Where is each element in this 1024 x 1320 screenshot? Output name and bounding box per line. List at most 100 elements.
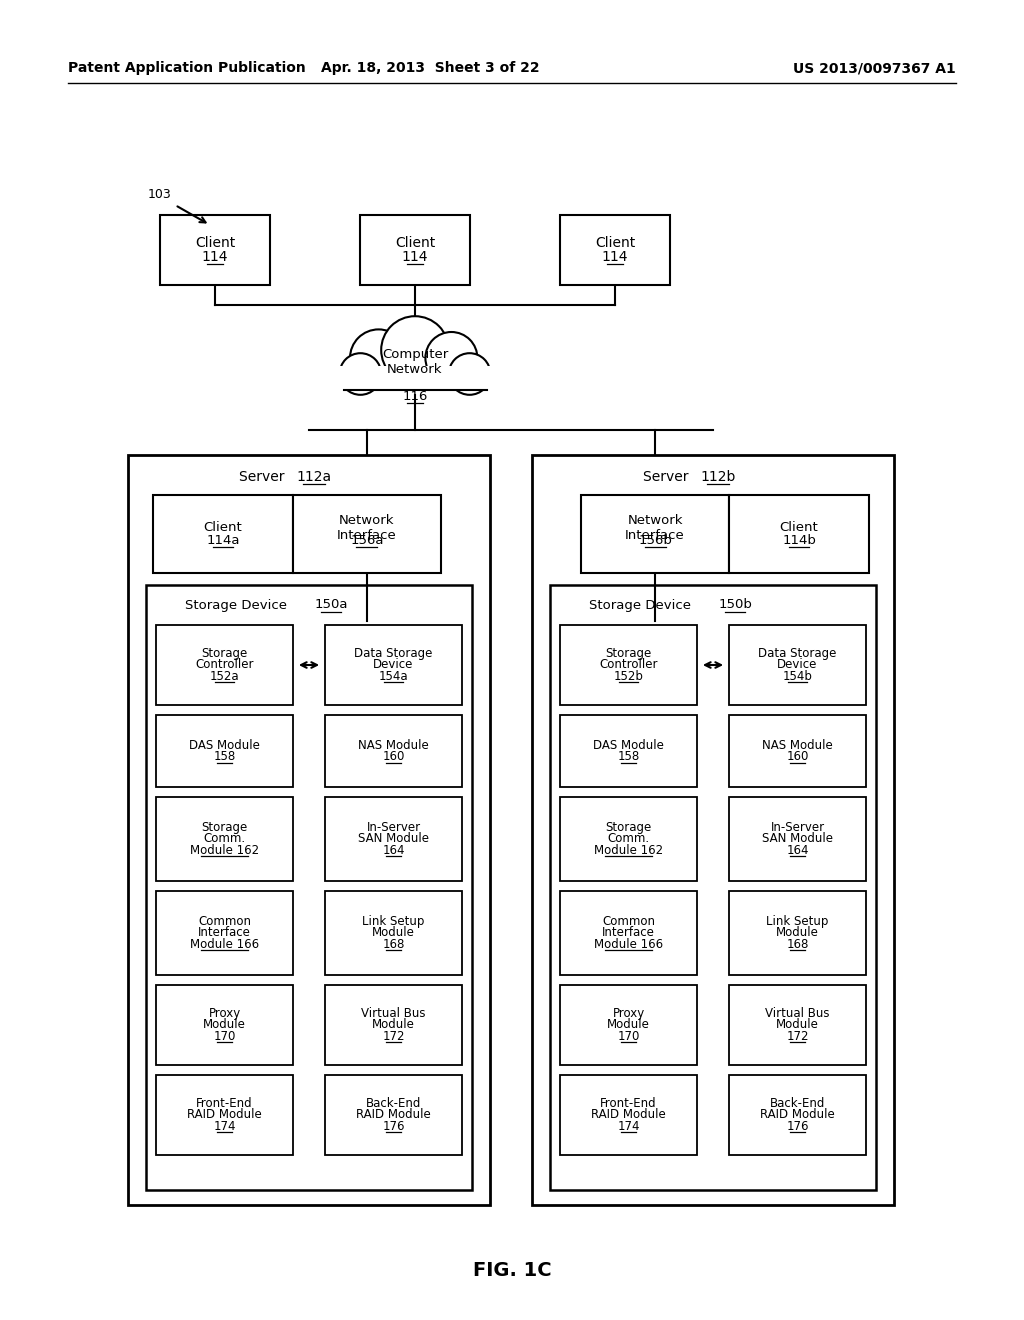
Bar bbox=[560, 1074, 697, 1155]
Bar bbox=[325, 1074, 462, 1155]
Bar bbox=[153, 495, 293, 573]
Bar bbox=[729, 495, 869, 573]
Text: 174: 174 bbox=[617, 1119, 640, 1133]
Bar bbox=[360, 215, 470, 285]
Text: FIG. 1C: FIG. 1C bbox=[473, 1261, 551, 1279]
Bar bbox=[325, 891, 462, 975]
Text: Link Setup: Link Setup bbox=[766, 915, 828, 928]
Text: Comm.: Comm. bbox=[607, 833, 649, 846]
Text: 174: 174 bbox=[213, 1119, 236, 1133]
Bar bbox=[560, 624, 697, 705]
Text: 164: 164 bbox=[382, 843, 404, 857]
Text: Common: Common bbox=[602, 915, 655, 928]
Text: Front-End: Front-End bbox=[197, 1097, 253, 1110]
Text: 164: 164 bbox=[786, 843, 809, 857]
Text: 158: 158 bbox=[213, 750, 236, 763]
Text: Proxy: Proxy bbox=[208, 1007, 241, 1020]
Text: Patent Application Publication: Patent Application Publication bbox=[68, 61, 306, 75]
Text: Device: Device bbox=[777, 659, 818, 672]
Text: Client: Client bbox=[779, 521, 818, 535]
Text: In-Server: In-Server bbox=[367, 821, 421, 834]
Text: 170: 170 bbox=[617, 1030, 640, 1043]
Text: Link Setup: Link Setup bbox=[362, 915, 425, 928]
Text: Module: Module bbox=[607, 1019, 650, 1031]
Bar bbox=[560, 715, 697, 787]
Text: 156b: 156b bbox=[638, 533, 672, 546]
Bar bbox=[560, 215, 670, 285]
Bar bbox=[156, 985, 293, 1065]
Text: Proxy: Proxy bbox=[612, 1007, 645, 1020]
Text: Back-End: Back-End bbox=[770, 1097, 825, 1110]
Bar bbox=[156, 715, 293, 787]
Text: 154a: 154a bbox=[379, 671, 409, 682]
Text: SAN Module: SAN Module bbox=[762, 833, 833, 846]
Text: 172: 172 bbox=[786, 1030, 809, 1043]
Text: 112a: 112a bbox=[296, 470, 332, 484]
Text: 176: 176 bbox=[382, 1119, 404, 1133]
Text: Server: Server bbox=[643, 470, 693, 484]
Text: 160: 160 bbox=[382, 750, 404, 763]
Bar bbox=[550, 585, 876, 1191]
Text: Client: Client bbox=[595, 236, 635, 251]
Text: 158: 158 bbox=[617, 750, 640, 763]
Text: Device: Device bbox=[374, 659, 414, 672]
Text: 112b: 112b bbox=[700, 470, 735, 484]
Text: Virtual Bus: Virtual Bus bbox=[765, 1007, 829, 1020]
Text: Storage: Storage bbox=[605, 821, 651, 834]
Bar bbox=[293, 495, 441, 573]
Bar bbox=[729, 715, 866, 787]
Text: 152a: 152a bbox=[210, 671, 240, 682]
Text: Front-End: Front-End bbox=[600, 1097, 656, 1110]
Circle shape bbox=[340, 354, 381, 395]
Text: US 2013/0097367 A1: US 2013/0097367 A1 bbox=[794, 61, 956, 75]
Text: NAS Module: NAS Module bbox=[762, 739, 833, 752]
Text: 114: 114 bbox=[401, 249, 428, 264]
Text: Controller: Controller bbox=[599, 659, 657, 672]
Text: Data Storage: Data Storage bbox=[759, 647, 837, 660]
Text: Client: Client bbox=[395, 236, 435, 251]
Text: DAS Module: DAS Module bbox=[593, 739, 664, 752]
Bar bbox=[581, 495, 729, 573]
Bar bbox=[325, 715, 462, 787]
Bar bbox=[146, 585, 472, 1191]
Text: RAID Module: RAID Module bbox=[356, 1109, 431, 1122]
Bar bbox=[156, 624, 293, 705]
Text: 114: 114 bbox=[602, 249, 629, 264]
Text: 114b: 114b bbox=[782, 533, 816, 546]
Text: Comm.: Comm. bbox=[204, 833, 246, 846]
Text: Module 162: Module 162 bbox=[594, 843, 664, 857]
Bar bbox=[156, 891, 293, 975]
Text: Module: Module bbox=[372, 1019, 415, 1031]
Text: Module: Module bbox=[776, 927, 819, 940]
Text: Module: Module bbox=[203, 1019, 246, 1031]
Text: RAID Module: RAID Module bbox=[760, 1109, 835, 1122]
Text: Interface: Interface bbox=[198, 927, 251, 940]
Bar bbox=[560, 797, 697, 880]
Bar bbox=[729, 891, 866, 975]
Text: 154b: 154b bbox=[782, 671, 812, 682]
Text: DAS Module: DAS Module bbox=[189, 739, 260, 752]
Bar bbox=[325, 797, 462, 880]
Bar bbox=[729, 985, 866, 1065]
Text: Module 162: Module 162 bbox=[189, 843, 259, 857]
Text: Network
Interface: Network Interface bbox=[337, 513, 396, 541]
Text: Client: Client bbox=[204, 521, 243, 535]
Text: Apr. 18, 2013  Sheet 3 of 22: Apr. 18, 2013 Sheet 3 of 22 bbox=[321, 61, 540, 75]
Text: Controller: Controller bbox=[196, 659, 254, 672]
Text: Module 166: Module 166 bbox=[594, 939, 664, 950]
Text: Module: Module bbox=[776, 1019, 819, 1031]
Text: Server: Server bbox=[240, 470, 289, 484]
Text: Storage: Storage bbox=[202, 821, 248, 834]
Bar bbox=[156, 1074, 293, 1155]
Text: 103: 103 bbox=[148, 189, 172, 202]
Bar bbox=[128, 455, 490, 1205]
Text: Interface: Interface bbox=[602, 927, 655, 940]
Circle shape bbox=[381, 317, 449, 384]
Bar bbox=[160, 215, 270, 285]
Circle shape bbox=[449, 354, 490, 395]
Bar bbox=[325, 985, 462, 1065]
Text: Storage: Storage bbox=[605, 647, 651, 660]
Text: 150a: 150a bbox=[314, 598, 348, 611]
Circle shape bbox=[350, 330, 408, 387]
Text: 152b: 152b bbox=[613, 671, 643, 682]
